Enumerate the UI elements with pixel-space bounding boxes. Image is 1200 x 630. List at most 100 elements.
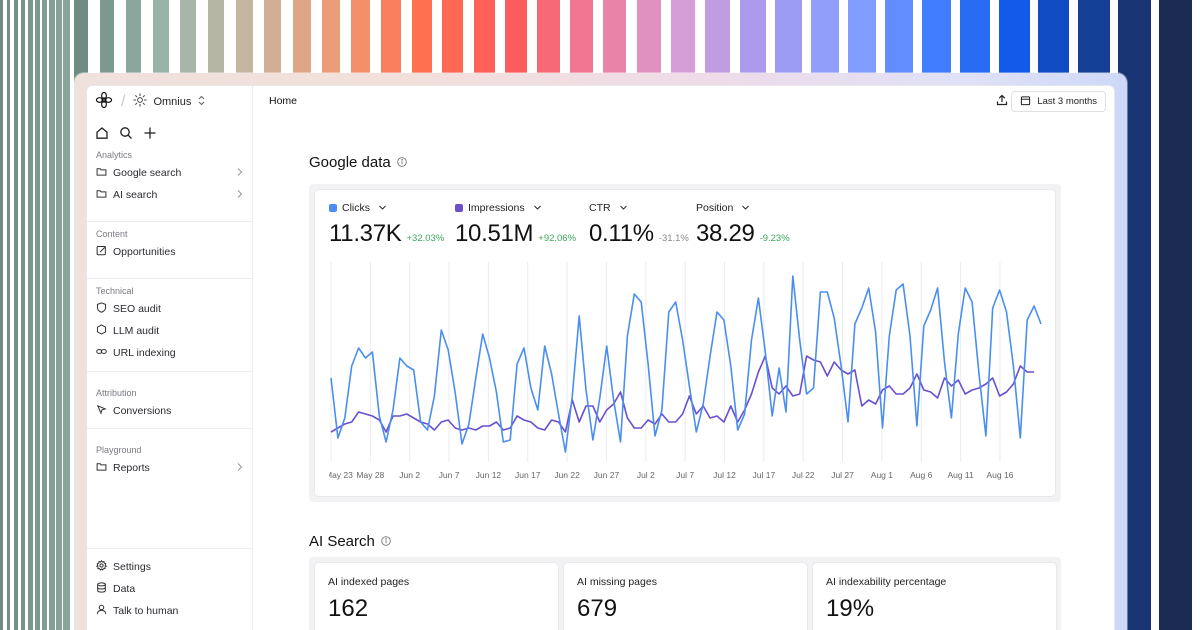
metric-selector[interactable]: Impressions — [455, 200, 576, 216]
sidebar-item-label: Talk to human — [113, 605, 179, 617]
hexagon-icon — [96, 324, 107, 338]
sidebar-divider — [87, 428, 253, 429]
metric-value: 0.11% — [589, 220, 654, 247]
metric-delta: +32.03% — [406, 233, 445, 244]
chevron-down-icon[interactable] — [533, 202, 542, 214]
x-tick-label: Jul 12 — [713, 470, 736, 480]
x-tick-label: Aug 1 — [871, 470, 893, 480]
sidebar-divider — [87, 278, 253, 279]
date-range-button[interactable]: Last 3 months — [1011, 91, 1106, 112]
sidebar-item-google-search[interactable]: Google search — [87, 162, 253, 184]
x-tick-label: Jun 2 — [399, 470, 420, 480]
sidebar-item-label: LLM audit — [113, 325, 160, 337]
breadcrumb[interactable]: Home — [269, 95, 298, 107]
user-icon — [96, 604, 107, 618]
sidebar-section-title: Analytics — [96, 150, 133, 160]
x-tick-label: Jul 17 — [753, 470, 776, 480]
x-tick-label: Aug 11 — [947, 470, 974, 480]
plus-icon[interactable] — [143, 126, 157, 145]
series-color-swatch — [329, 204, 337, 212]
x-tick-label: Jun 22 — [554, 470, 580, 480]
metric-label: CTR — [589, 202, 611, 214]
workspace-name[interactable]: Omnius — [153, 96, 192, 108]
sidebar-item-data[interactable]: Data — [87, 578, 253, 600]
stripe — [63, 0, 70, 630]
stripe — [35, 0, 40, 630]
series-color-swatch — [455, 204, 463, 212]
metric-ctr[interactable]: CTR 0.11% -31.1% — [589, 200, 689, 248]
sidebar-item-conversions[interactable]: Conversions — [87, 400, 253, 422]
sidebar-section-technical: Technical SEO audit LLM audit URL indexing — [87, 284, 253, 364]
sidebar-item-label: URL indexing — [113, 347, 176, 359]
flower-logo-icon[interactable] — [95, 91, 113, 114]
series-line-clicks[interactable] — [330, 275, 1042, 453]
sidebar-item-talk-to-human[interactable]: Talk to human — [87, 600, 253, 622]
info-icon[interactable] — [381, 533, 391, 550]
sidebar-section-title: Content — [96, 229, 128, 239]
workspace-separator: / — [121, 93, 126, 110]
chevron-down-icon[interactable] — [741, 202, 750, 214]
metric-selector[interactable]: Position — [696, 200, 790, 216]
sidebar-section-content: Content Opportunities — [87, 227, 253, 263]
workspace-switcher[interactable]: / Omnius — [95, 91, 206, 114]
ai-stat-value: 19% — [826, 595, 875, 622]
sidebar-item-label: AI search — [113, 189, 158, 201]
quick-tools — [95, 126, 157, 145]
sidebar-item-label: Google search — [113, 167, 182, 179]
sidebar-item-ai-search[interactable]: AI search — [87, 184, 253, 206]
chevron-right-icon[interactable] — [236, 167, 243, 180]
chevron-down-icon[interactable] — [619, 202, 628, 214]
ai-stat-card[interactable]: AI indexed pages 162 — [315, 563, 558, 630]
sidebar-item-seo-audit[interactable]: SEO audit — [87, 298, 253, 320]
metric-impressions[interactable]: Impressions 10.51M +92.06% — [455, 200, 576, 248]
chevron-down-icon[interactable] — [378, 202, 387, 214]
x-tick-label: May 23 — [325, 470, 353, 480]
metric-delta: +92.06% — [538, 233, 577, 244]
stripe — [28, 0, 33, 630]
ai-stat-card[interactable]: AI missing pages 679 — [564, 563, 807, 630]
date-range-label: Last 3 months — [1037, 96, 1097, 107]
sidebar-item-url-indexing[interactable]: URL indexing — [87, 342, 253, 364]
app-window-frame: / Omnius — [74, 73, 1127, 630]
sidebar-item-reports[interactable]: Reports — [87, 457, 253, 479]
google-data-heading: Google data — [309, 154, 407, 171]
export-button[interactable] — [994, 94, 1010, 110]
metric-selector[interactable]: CTR — [589, 200, 689, 216]
metric-value: 10.51M — [455, 220, 534, 247]
section-title: Google data — [309, 154, 391, 171]
ai-stat-card[interactable]: AI indexability percentage 19% — [813, 563, 1056, 630]
chevron-right-icon[interactable] — [236, 462, 243, 475]
sidebar-item-label: Conversions — [113, 405, 172, 417]
x-tick-label: Jun 7 — [439, 470, 460, 480]
sidebar-item-opportunities[interactable]: Opportunities — [87, 241, 253, 263]
x-tick-label: May 28 — [356, 470, 384, 480]
folder-icon — [96, 188, 107, 202]
metric-clicks[interactable]: Clicks 11.37K +32.03% — [329, 200, 444, 248]
google-data-card: Clicks 11.37K +32.03% Impressions 10.51M +92.… — [315, 190, 1055, 496]
series-line-impressions[interactable] — [330, 355, 1035, 433]
sidebar-footer: Settings Data Talk to human — [87, 556, 253, 622]
metric-label: Impressions — [468, 202, 525, 214]
sidebar-item-label: Settings — [113, 561, 151, 573]
sidebar-section-attribution: Attribution Conversions — [87, 386, 253, 422]
search-icon[interactable] — [119, 126, 133, 145]
home-icon[interactable] — [95, 126, 109, 145]
edit-icon — [96, 245, 107, 259]
metric-position[interactable]: Position 38.29 -9.23% — [696, 200, 790, 248]
stripe — [56, 0, 63, 630]
ai-stat-label: AI missing pages — [577, 576, 657, 588]
stripe — [42, 0, 48, 630]
info-icon[interactable] — [396, 154, 407, 171]
sidebar-item-label: SEO audit — [113, 303, 161, 315]
sidebar-item-llm-audit[interactable]: LLM audit — [87, 320, 253, 342]
shield-icon — [96, 302, 107, 316]
metric-label: Position — [696, 202, 734, 214]
gear-icon — [95, 559, 108, 574]
metric-selector[interactable]: Clicks — [329, 200, 444, 216]
sidebar-item-settings[interactable]: Settings — [87, 556, 253, 578]
stripe — [1159, 0, 1193, 630]
stripe — [0, 0, 3, 630]
x-tick-label: Jul 22 — [792, 470, 815, 480]
chevron-up-down-icon[interactable] — [197, 93, 206, 111]
chevron-right-icon[interactable] — [236, 189, 243, 202]
